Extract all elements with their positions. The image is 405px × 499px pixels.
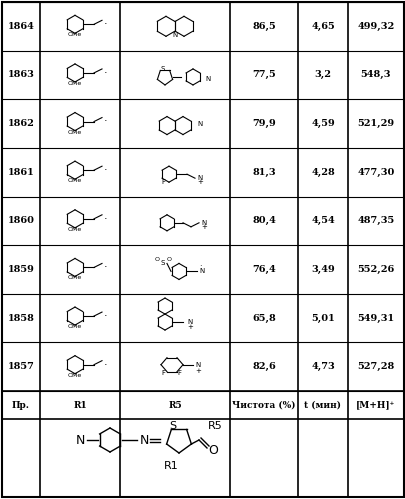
Text: 499,32: 499,32 [356, 22, 394, 31]
Text: OMe: OMe [68, 130, 82, 135]
Text: OMe: OMe [68, 227, 82, 232]
Text: N: N [187, 319, 192, 325]
Text: 527,28: 527,28 [356, 362, 394, 371]
Text: S: S [160, 260, 165, 266]
Text: 4,59: 4,59 [310, 119, 334, 128]
Text: O: O [166, 257, 171, 262]
Text: R5: R5 [168, 401, 181, 410]
Text: 1864: 1864 [8, 22, 34, 31]
Text: 79,9: 79,9 [252, 119, 275, 128]
Text: R1: R1 [163, 461, 178, 471]
Text: N: N [196, 175, 202, 181]
Text: OMe: OMe [68, 373, 82, 378]
Text: 1860: 1860 [7, 216, 34, 226]
Text: 4,54: 4,54 [310, 216, 334, 226]
Text: N: N [200, 220, 206, 226]
Text: N: N [139, 434, 148, 447]
Text: 4,65: 4,65 [310, 22, 334, 31]
Text: OMe: OMe [68, 32, 82, 37]
Text: ·: · [198, 262, 201, 271]
Text: N: N [75, 434, 85, 447]
Text: [M+H]⁺: [M+H]⁺ [356, 401, 394, 410]
Text: N: N [196, 121, 202, 127]
Text: 4,28: 4,28 [310, 168, 334, 177]
Text: 65,8: 65,8 [252, 313, 275, 322]
Text: O: O [207, 444, 217, 457]
Text: ·: · [104, 262, 108, 272]
Text: S: S [169, 421, 176, 431]
Text: +: + [187, 324, 192, 330]
Text: N: N [172, 32, 177, 38]
Text: 1861: 1861 [8, 168, 34, 177]
Text: R5: R5 [207, 421, 222, 431]
Text: O: O [154, 257, 159, 262]
Text: 86,5: 86,5 [252, 22, 275, 31]
Text: 4,73: 4,73 [310, 362, 334, 371]
Text: 548,3: 548,3 [360, 70, 390, 79]
Text: R1: R1 [73, 401, 87, 410]
Text: ·: · [104, 19, 108, 29]
Text: Пр.: Пр. [12, 401, 30, 410]
Text: ·: · [104, 311, 108, 321]
Text: ·: · [104, 117, 108, 127]
Text: 487,35: 487,35 [356, 216, 394, 226]
Text: 82,6: 82,6 [252, 362, 275, 371]
Text: 1862: 1862 [8, 119, 34, 128]
Text: 3,2: 3,2 [314, 70, 331, 79]
Text: 1858: 1858 [8, 313, 34, 322]
Text: 1857: 1857 [8, 362, 34, 371]
Text: OMe: OMe [68, 324, 82, 329]
Text: F: F [161, 370, 164, 376]
Text: 1863: 1863 [8, 70, 34, 79]
Text: t (мин): t (мин) [304, 401, 341, 410]
Text: +: + [196, 179, 202, 185]
Text: 77,5: 77,5 [252, 70, 275, 79]
Text: N: N [194, 362, 200, 368]
Text: ·: · [104, 165, 108, 175]
Text: 81,3: 81,3 [252, 168, 275, 177]
Text: 552,26: 552,26 [356, 265, 394, 274]
Text: 5,01: 5,01 [310, 313, 334, 322]
Text: 80,4: 80,4 [252, 216, 275, 226]
Text: OMe: OMe [68, 81, 82, 86]
Text: ·: · [104, 214, 108, 224]
Text: F: F [177, 370, 181, 376]
Text: ·: · [104, 68, 108, 78]
Text: 1859: 1859 [8, 265, 34, 274]
Text: 549,31: 549,31 [356, 313, 394, 322]
Text: Чистота (%): Чистота (%) [232, 401, 295, 410]
Text: +: + [200, 224, 207, 230]
Text: S: S [160, 66, 165, 72]
Text: OMe: OMe [68, 178, 82, 183]
Text: F: F [161, 179, 164, 185]
Text: 477,30: 477,30 [356, 168, 394, 177]
Text: ·: · [104, 360, 108, 370]
Text: 76,4: 76,4 [252, 265, 275, 274]
Text: N: N [205, 76, 210, 82]
Text: 3,49: 3,49 [310, 265, 334, 274]
Text: OMe: OMe [68, 275, 82, 280]
Text: +: + [194, 368, 200, 374]
Text: N: N [198, 268, 204, 274]
Text: 521,29: 521,29 [356, 119, 394, 128]
